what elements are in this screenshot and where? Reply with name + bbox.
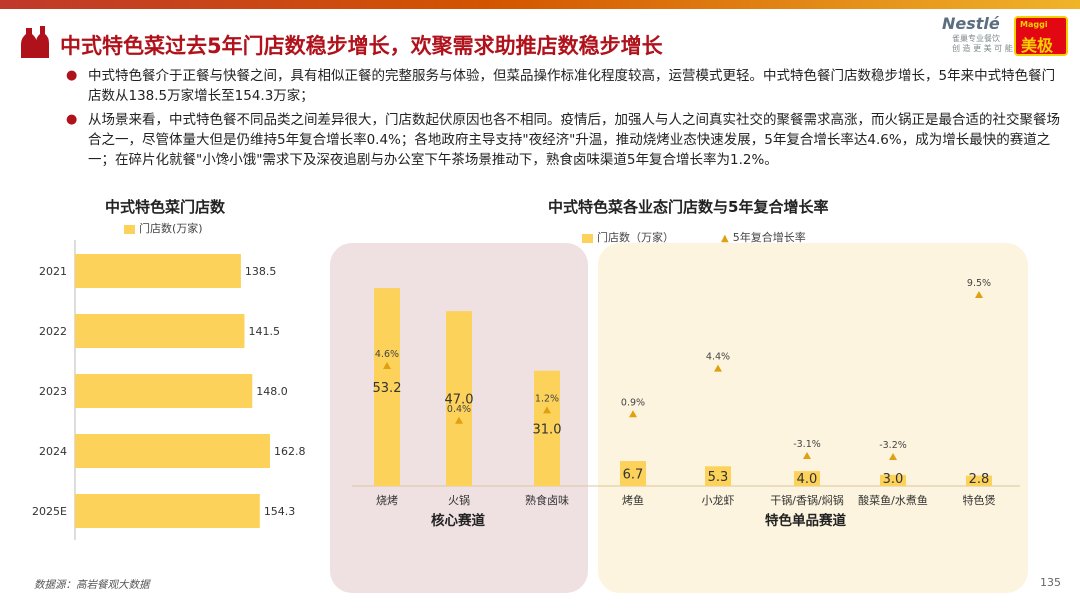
- bottles-icon: [21, 26, 49, 58]
- right-combo-chart: 53.2 4.6% 烧烤 47.00.4% 火锅 31.0 1.2% 熟食卤味 6.7 0.9% 烤…: [352, 278, 1020, 507]
- legend-bar-swatch: [582, 233, 593, 243]
- value-label-2025E: 154.3: [264, 505, 296, 518]
- bar-2024: [75, 434, 270, 468]
- rate-label-熟食卤味: 1.2%: [535, 393, 559, 404]
- rate-marker-烤鱼: [629, 410, 637, 418]
- bar-2021: [75, 254, 241, 288]
- category-label-熟食卤味: 熟食卤味: [525, 493, 569, 507]
- value-label-2021: 138.5: [245, 265, 277, 278]
- category-label-2022: 2022: [39, 325, 67, 338]
- value-label-烧烤: 53.2: [373, 381, 402, 396]
- category-label-酸菜鱼/水煮鱼: 酸菜鱼/水煮鱼: [858, 493, 928, 507]
- rate-marker-烧烤: [383, 362, 391, 369]
- data-source: 数据源：高岩餐观大数据: [34, 579, 150, 591]
- bar-火锅: [446, 311, 472, 486]
- value-label-2022: 141.5: [248, 325, 280, 338]
- rate-marker-干锅/香锅/焖锅: [803, 452, 811, 460]
- rate-label-干锅/香锅/焖锅: -3.1%: [793, 439, 821, 450]
- bar-烧烤: [374, 288, 400, 486]
- page-number: 135: [1040, 576, 1061, 589]
- nestle-logo: Nestlé: [942, 14, 1000, 33]
- value-label-特色煲: 2.8: [969, 472, 990, 487]
- bar-特色煲: [966, 475, 992, 486]
- value-label-2024: 162.8: [274, 445, 306, 458]
- rate-marker-小龙虾: [714, 364, 722, 372]
- maggi-logo: Maggi 美极: [1014, 16, 1068, 56]
- rate-label-小龙虾: 4.4%: [706, 352, 730, 363]
- category-label-小龙虾: 小龙虾: [702, 494, 735, 507]
- rate-label-烧烤: 4.6%: [375, 349, 399, 360]
- value-label-火锅: 47.0: [445, 393, 474, 408]
- bar-烤鱼: [620, 461, 646, 486]
- rate-marker-特色煲: [975, 291, 983, 298]
- rate-marker-酸菜鱼/水煮鱼: [889, 453, 897, 460]
- category-label-2023: 2023: [39, 385, 67, 398]
- category-label-烤鱼: 烤鱼: [622, 493, 644, 507]
- legend-triangle-icon: ▲: [721, 232, 729, 244]
- category-label-火锅: 火锅: [448, 494, 470, 507]
- nestle-subtitle: 雀巢专业餐饮 创 造 更 美 可 能: [952, 34, 1013, 53]
- category-label-烧烤: 烧烤: [376, 493, 398, 507]
- bullet-list: ● 中式特色餐介于正餐与快餐之间，具有相似正餐的完整服务与体验，但菜品操作标准化程…: [60, 66, 1060, 174]
- special-track-panel: [598, 243, 1028, 593]
- value-label-小龙虾: 5.3: [708, 470, 729, 485]
- bar-干锅/香锅/焖锅: [794, 471, 820, 486]
- bar-酸菜鱼/水煮鱼: [880, 474, 906, 486]
- right-chart-title: 中式特色菜各业态门店数与5年复合增长率: [548, 198, 829, 216]
- top-accent-bar: [0, 0, 1080, 9]
- rate-label-火锅: 0.4%: [447, 404, 471, 415]
- bar-2025E: [75, 494, 260, 528]
- value-label-熟食卤味: 31.0: [533, 422, 562, 437]
- rate-marker-火锅: [455, 416, 463, 424]
- rate-label-烤鱼: 0.9%: [621, 397, 645, 408]
- category-label-特色煲: 特色煲: [963, 493, 996, 507]
- brand-logos: Nestlé 雀巢专业餐饮 创 造 更 美 可 能 Maggi 美极: [942, 14, 1070, 58]
- category-label-2024: 2024: [39, 445, 67, 458]
- bullet-item: ● 从场景来看，中式特色餐不同品类之间差异很大，门店数起伏原因也各不相同。疫情后，…: [66, 112, 1060, 168]
- bar-2022: [75, 314, 245, 348]
- left-bar-chart: 2021 138.5 2022 141.5 2023 148.0 2024 162.8 2025…: [32, 240, 306, 540]
- category-label-2021: 2021: [39, 265, 67, 278]
- group-label-core: 核心赛道: [431, 513, 485, 529]
- rate-label-特色煲: 9.5%: [967, 278, 991, 289]
- bar-2023: [75, 374, 253, 408]
- legend-bar-swatch: [124, 224, 135, 234]
- value-label-干锅/香锅/焖锅: 4.0: [797, 472, 818, 487]
- bar-熟食卤味: [534, 370, 560, 486]
- rate-marker-熟食卤味: [543, 406, 551, 414]
- group-label-special: 特色单品赛道: [765, 513, 846, 529]
- left-chart-legend: 门店数(万家): [124, 220, 203, 236]
- value-label-2023: 148.0: [256, 385, 288, 398]
- page-title: 中式特色菜过去5年门店数稳步增长，欢聚需求助推店数稳步增长: [60, 34, 663, 58]
- bar-小龙虾: [705, 466, 731, 486]
- category-label-干锅/香锅/焖锅: 干锅/香锅/焖锅: [770, 493, 843, 507]
- value-label-烤鱼: 6.7: [623, 468, 644, 483]
- rate-label-酸菜鱼/水煮鱼: -3.2%: [879, 440, 907, 451]
- left-chart-title: 中式特色菜门店数: [105, 198, 226, 216]
- category-label-2025E: 2025E: [32, 505, 67, 518]
- value-label-酸菜鱼/水煮鱼: 3.0: [883, 472, 904, 487]
- right-chart-legend: 门店数（万家） ▲ 5年复合增长率: [582, 229, 806, 245]
- bullet-item: ● 中式特色餐介于正餐与快餐之间，具有相似正餐的完整服务与体验，但菜品操作标准化程…: [66, 68, 1056, 104]
